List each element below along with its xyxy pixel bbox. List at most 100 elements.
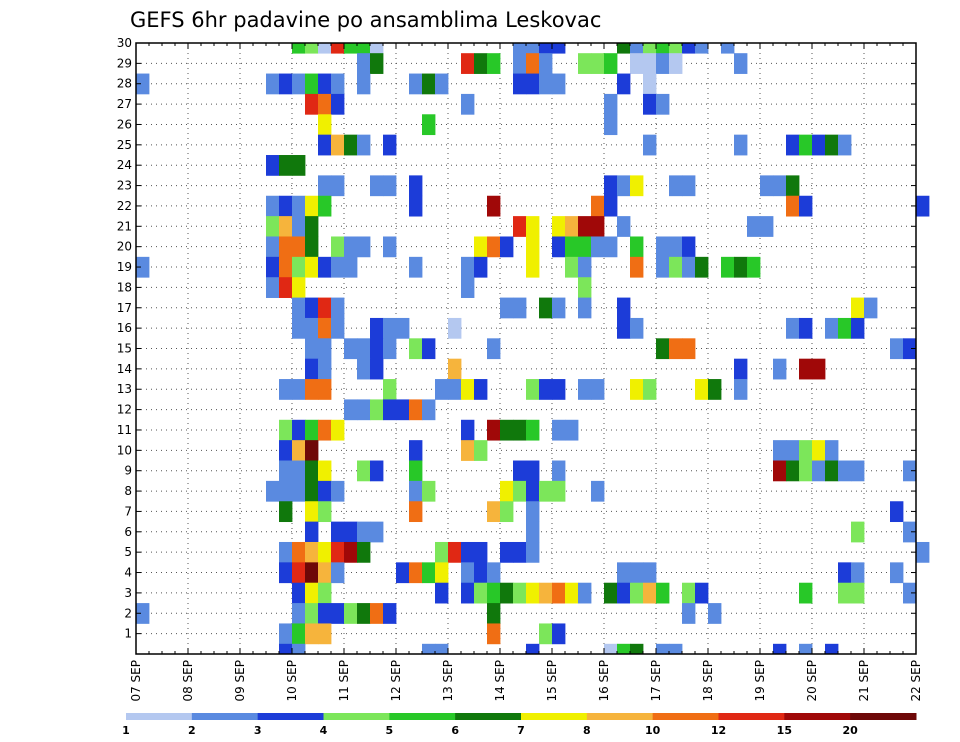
heatmap-cell: [422, 480, 436, 502]
heatmap-cell: [448, 358, 462, 380]
heatmap-cell: [487, 338, 501, 360]
heatmap-cell: [604, 195, 618, 217]
heatmap-cell: [604, 114, 618, 136]
heatmap-cell: [422, 643, 436, 655]
heatmap-cell: [279, 236, 293, 258]
heatmap-cell: [838, 134, 852, 156]
heatmap-cell: [331, 562, 345, 584]
heatmap-cell: [825, 134, 839, 156]
heatmap-cell: [344, 256, 358, 278]
heatmap-cell: [578, 582, 592, 604]
heatmap-cell: [396, 399, 410, 421]
heatmap-cell: [331, 541, 345, 563]
heatmap-cell: [552, 236, 566, 258]
heatmap-cell: [279, 419, 293, 441]
colorbar-label: 10: [645, 724, 661, 737]
heatmap-cell: [331, 419, 345, 441]
heatmap-cell: [474, 53, 488, 74]
heatmap-cell: [734, 256, 748, 278]
heatmap-cell: [799, 317, 813, 339]
heatmap-cell: [292, 73, 306, 95]
heatmap-cell: [617, 317, 631, 339]
heatmap-cell: [461, 419, 475, 441]
heatmap-cell: [578, 53, 592, 74]
colorbar-label: 15: [777, 724, 792, 737]
y-tick-label: 29: [117, 56, 132, 70]
heatmap-cell: [578, 297, 592, 319]
heatmap-cell: [526, 501, 540, 523]
heatmap-cell: [825, 643, 839, 655]
heatmap-cell: [682, 582, 696, 604]
heatmap-cell: [266, 73, 280, 95]
colorbar-label: 1: [122, 724, 130, 737]
heatmap-cell: [448, 541, 462, 563]
heatmap-cell: [279, 155, 293, 176]
heatmap-cell: [539, 582, 553, 604]
heatmap-cell: [331, 603, 345, 624]
colorbar-label: 6: [451, 724, 459, 737]
heatmap-cell: [318, 175, 332, 197]
heatmap-cell: [409, 175, 423, 197]
heatmap-cell: [305, 440, 319, 461]
y-tick-label: 8: [124, 484, 132, 498]
heatmap-cell: [539, 480, 553, 502]
heatmap-cell: [695, 43, 709, 54]
heatmap-cell: [292, 155, 306, 176]
heatmap-cell: [318, 317, 332, 339]
heatmap-cell: [734, 358, 748, 380]
chart-title: GEFS 6hr padavine po ansamblima Leskovac: [130, 8, 601, 32]
heatmap-cell: [448, 317, 462, 339]
colorbar-segment: [586, 713, 654, 720]
heatmap-cell: [656, 643, 670, 655]
heatmap-cell: [305, 43, 319, 54]
heatmap-cell: [279, 623, 293, 645]
heatmap-cell: [643, 562, 657, 584]
heatmap-cell: [799, 643, 813, 655]
heatmap-cell: [331, 43, 345, 54]
heatmap-cell: [370, 358, 384, 380]
heatmap-cell: [461, 541, 475, 563]
heatmap-cell: [669, 256, 683, 278]
heatmap-cell: [292, 419, 306, 441]
heatmap-cell: [305, 603, 319, 624]
heatmap-cell: [305, 338, 319, 360]
heatmap-cell: [487, 53, 501, 74]
heatmap-cell: [279, 440, 293, 461]
heatmap-cell: [851, 521, 865, 543]
heatmap-cell: [318, 623, 332, 645]
x-tick-label: 22 SEP: [909, 660, 923, 702]
heatmap-cell: [773, 358, 787, 380]
heatmap-cell: [812, 134, 826, 156]
heatmap-cell: [487, 603, 501, 624]
heatmap-cell: [773, 643, 787, 655]
heatmap-cell: [825, 460, 839, 482]
heatmap-cell: [474, 541, 488, 563]
heatmap-cell: [890, 562, 904, 584]
heatmap-cell: [682, 175, 696, 197]
y-tick-label: 14: [117, 362, 132, 376]
heatmap-cell: [669, 53, 683, 74]
heatmap-cell: [604, 643, 618, 655]
heatmap-cell: [305, 216, 319, 237]
heatmap-cell: [435, 582, 449, 604]
heatmap-cell: [292, 216, 306, 237]
heatmap-cell: [331, 93, 345, 115]
heatmap-cell: [344, 521, 358, 543]
heatmap-cell: [630, 175, 644, 197]
heatmap-cell: [318, 541, 332, 563]
heatmap-cell: [409, 440, 423, 461]
heatmap-cell: [305, 256, 319, 278]
heatmap-cell: [552, 379, 566, 400]
heatmap-cell: [669, 643, 683, 655]
heatmap-cell: [695, 379, 709, 400]
heatmap-cell: [292, 460, 306, 482]
heatmap-cell: [838, 562, 852, 584]
heatmap-cell: [461, 256, 475, 278]
colorbar-segment: [718, 713, 785, 720]
heatmap-cell: [552, 623, 566, 645]
heatmap-cell: [526, 379, 540, 400]
heatmap-cell: [461, 93, 475, 115]
heatmap-cell: [695, 256, 709, 278]
y-tick-label: 26: [117, 117, 132, 131]
